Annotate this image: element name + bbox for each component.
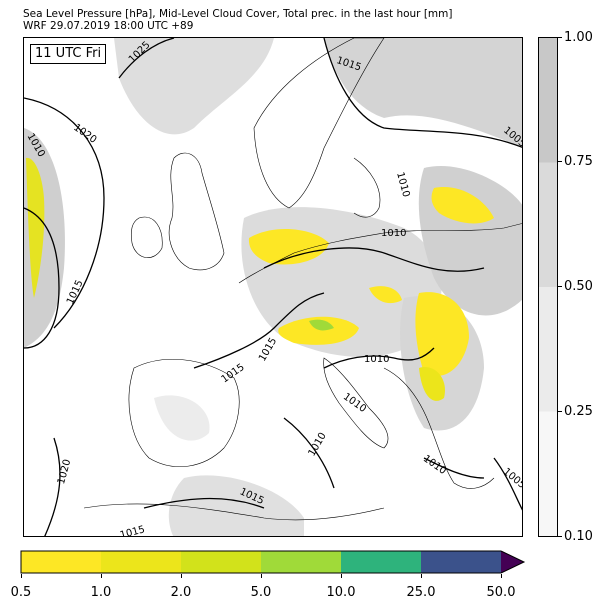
cloud-tick-label: 1.00: [564, 30, 593, 45]
precip-alps-core: [309, 319, 334, 331]
precip-france-germany: [248, 228, 329, 265]
precipitation-layer: [26, 157, 494, 401]
precip-tick: 0.5: [1, 574, 41, 604]
precip-band-1-2: [101, 551, 181, 573]
isobar-1015-north: [323, 38, 522, 148]
cloud-band-010-025: [539, 411, 557, 536]
precip-tick-label: 0.5: [10, 585, 32, 600]
coast-italy: [323, 357, 389, 449]
precip-band-10-25: [341, 551, 421, 573]
coast-balkans: [383, 367, 495, 489]
cloud-tick-label: 0.25: [564, 404, 593, 419]
cloud-band-050-075: [539, 162, 557, 287]
isobar-label: 1015: [119, 524, 146, 537]
isobar-label: 1020: [71, 122, 98, 146]
weather-map: 1025 1020 1010 1015 1015 1005 1010 1010 …: [23, 37, 523, 537]
precip-tick: 5.0: [241, 574, 281, 604]
coastline-layer: [83, 38, 522, 521]
cloud-colorbar-ticks: 1.00 0.75 0.50 0.25 0.10: [558, 31, 613, 544]
isobar-label: 1010: [307, 431, 329, 459]
isobar-1010-south: [283, 417, 335, 489]
precip-band-2-5: [181, 551, 261, 573]
isobar-1010-greece: [423, 457, 485, 479]
cloud-tick: 0.10: [558, 530, 613, 544]
coast-britain: [168, 152, 225, 271]
cloud-band-025-050: [539, 287, 557, 412]
cloud-tick: 0.50: [558, 280, 613, 294]
precip-poland: [431, 187, 494, 224]
isobar-1010-italy: [323, 347, 435, 369]
isobar-label: 1015: [220, 362, 247, 386]
valid-time-label: 11 UTC Fri: [30, 44, 107, 64]
precip-tick: 2.0: [161, 574, 201, 604]
cloud-tick: 1.00: [558, 31, 613, 45]
cloud-patch-north: [324, 38, 522, 148]
isobar-1015-africa: [143, 497, 265, 509]
cloud-patch-south: [168, 475, 304, 536]
precip-tick: 50.0: [481, 574, 521, 604]
precip-tick-label: 25.0: [406, 585, 436, 600]
precip-extend-arrow: [501, 551, 524, 573]
isobar-label: 1010: [381, 228, 406, 239]
isobar-1025: [118, 38, 175, 79]
cloud-tick-label: 0.75: [564, 154, 593, 169]
isobar-label: 1020: [56, 458, 73, 485]
cloud-patch-iberia: [154, 395, 210, 441]
coast-scandinavia: [253, 38, 385, 209]
coast-north-africa: [83, 503, 385, 521]
precip-hungary: [415, 292, 469, 377]
isobar-label: 1015: [65, 278, 86, 306]
isobar-label: 1010: [421, 453, 448, 477]
coast-baltic: [353, 157, 381, 218]
isobar-label: 1010: [394, 171, 411, 198]
isobar-1020-west: [44, 437, 61, 536]
isobar-label: 1010: [364, 354, 389, 365]
precip-band-0.5-1: [21, 551, 101, 573]
chart-subtitle: WRF 29.07.2019 18:00 UTC +89: [23, 20, 194, 32]
cloud-cover-layer: [24, 38, 522, 536]
isobar-layer: [24, 38, 522, 536]
precip-tick-label: 1.0: [90, 585, 112, 600]
precip-germany-east: [369, 286, 402, 304]
coast-ireland: [130, 216, 163, 258]
cloud-tick: 0.25: [558, 405, 613, 419]
cloud-tick-label: 0.50: [564, 279, 593, 294]
map-canvas: 1025 1020 1010 1015 1015 1005 1010 1010 …: [24, 38, 522, 537]
isobar-label: 1015: [257, 336, 279, 364]
precipitation-colorbar: [20, 550, 526, 574]
precip-tick: 10.0: [321, 574, 361, 604]
cloud-tick-label: 0.10: [564, 529, 593, 544]
precip-band-5-10: [261, 551, 341, 573]
cloud-tick: 0.75: [558, 155, 613, 169]
precip-tick-label: 10.0: [326, 585, 356, 600]
isobar-1005-east: [493, 457, 522, 511]
coast-iberia: [128, 359, 240, 468]
isobar-1015-france: [193, 292, 325, 369]
cloud-patch-northwest: [114, 38, 274, 135]
precip-balkans: [419, 367, 445, 401]
cloud-cover-colorbar: [538, 37, 558, 537]
isobar-1010-central: [263, 247, 485, 272]
precip-tick: 25.0: [401, 574, 441, 604]
isobar-1020-high: [24, 97, 105, 329]
precip-band-25-50: [421, 551, 501, 573]
precip-tick: 1.0: [81, 574, 121, 604]
isobar-1015-high: [24, 207, 60, 349]
precip-tick-label: 5.0: [250, 585, 272, 600]
precipitation-colorbar-ticks: 0.5 1.0 2.0 5.0 10.0 25.0 50.0: [0, 574, 613, 610]
cloud-band-075-100: [539, 38, 557, 163]
chart-title: Sea Level Pressure [hPa], Mid-Level Clou…: [23, 8, 453, 20]
precip-alps: [278, 316, 359, 345]
precip-tick-label: 50.0: [486, 585, 516, 600]
colorbar-outline: [20, 550, 501, 574]
precip-tick-label: 2.0: [170, 585, 192, 600]
precip-atlantic: [26, 157, 45, 298]
